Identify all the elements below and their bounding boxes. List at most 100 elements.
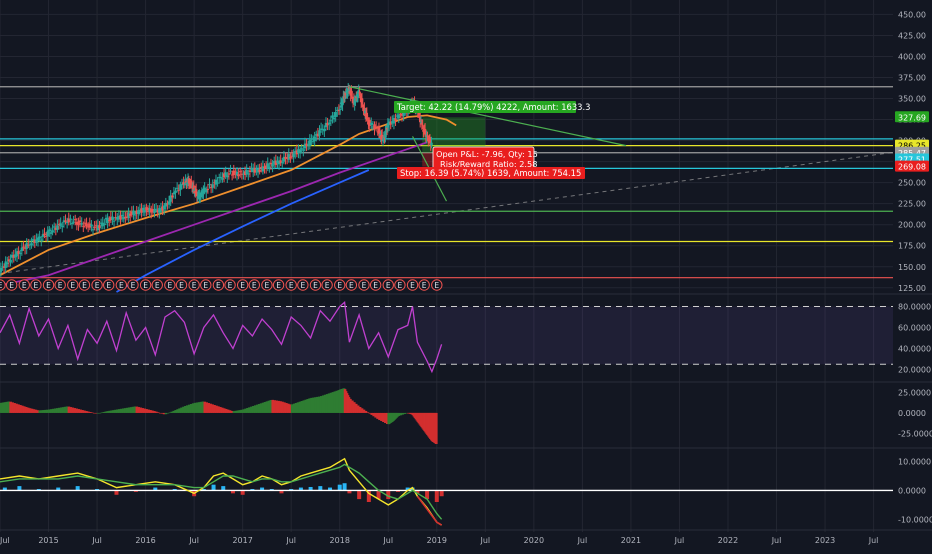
earnings-marker[interactable]: E (369, 279, 382, 291)
time-axis[interactable]: Jul 2015 Jul 2016 Jul 2017 Jul 2018 Jul 2019 Jul 20… (0, 536, 878, 545)
rsi-panel[interactable]: 80.0000 60.0000 40.0000 20.0000 (0, 301, 931, 375)
earnings-marker[interactable]: E (67, 279, 79, 291)
earnings-marker[interactable]: E (30, 279, 42, 291)
earnings-marker-label: E (179, 281, 184, 290)
earnings-marker[interactable]: E (394, 279, 406, 291)
earnings-marker[interactable]: E (42, 279, 55, 291)
histogram-bar (275, 400, 278, 413)
earnings-marker[interactable]: E (297, 279, 309, 291)
time-tick-label: Jul (91, 536, 102, 545)
earnings-marker[interactable]: E (224, 279, 236, 291)
histogram-bar (158, 412, 162, 414)
histogram-bar (370, 412, 374, 415)
price-panel[interactable]: Target: 42.22 (14.79%) 4222, Amount: 163… (0, 13, 894, 293)
macd-histogram-bar (328, 487, 333, 491)
earnings-marker[interactable]: E (236, 279, 249, 291)
target-annotation[interactable]: Target: 42.22 (14.79%) 4222, Amount: 163… (394, 101, 591, 113)
time-tick-label: 2015 (38, 536, 58, 545)
earnings-marker[interactable]: E (175, 279, 188, 291)
earnings-marker[interactable]: E (358, 279, 370, 291)
earnings-marker[interactable]: E (164, 279, 176, 291)
histogram-bar (71, 407, 75, 413)
histogram-bar (246, 407, 249, 413)
candle-body (386, 122, 390, 128)
earnings-marker-label: E (349, 281, 354, 290)
price-axis[interactable]: 450.00425.00400.00375.00350.00325.00300.… (895, 10, 929, 293)
earnings-marker-label: E (0, 281, 3, 290)
earnings-marker[interactable]: E (103, 279, 115, 291)
candle-body (25, 242, 28, 250)
histogram-bar (98, 412, 102, 414)
histogram-bar (248, 407, 251, 413)
candle-body (261, 166, 265, 172)
candle-body (423, 128, 427, 134)
price-label[interactable]: 269.08 (895, 160, 929, 172)
price-tick-label: 450.00 (898, 10, 926, 19)
histogram-tick-label: -25.0000 (898, 430, 932, 439)
earnings-marker-label: E (325, 281, 330, 290)
earnings-marker-circle (334, 279, 346, 291)
rsi-line[interactable] (0, 301, 443, 374)
price-tick-label: 225.00 (898, 200, 926, 209)
candle-body (384, 130, 387, 138)
candle-body (171, 195, 174, 198)
earnings-marker[interactable]: E (261, 279, 273, 291)
earnings-marker[interactable]: E (309, 279, 322, 291)
histogram-bar (263, 402, 267, 413)
earnings-marker[interactable]: E (188, 279, 200, 291)
macd-histogram-bar (56, 487, 61, 491)
earnings-marker[interactable]: E (334, 279, 346, 291)
earnings-marker[interactable]: E (212, 279, 225, 291)
dashed-trend-line[interactable] (0, 151, 894, 274)
histogram-bar (168, 412, 172, 414)
earnings-marker[interactable]: E (0, 279, 6, 291)
earnings-marker[interactable]: E (285, 279, 297, 291)
macd-line[interactable] (0, 457, 442, 526)
histogram-bar (180, 407, 183, 413)
histogram-panel[interactable]: 25.0000 0.0000 -25.0000 (0, 388, 932, 445)
price-label-text: 327.69 (898, 113, 926, 122)
price-label[interactable]: 327.69 (895, 111, 929, 123)
earnings-marker[interactable]: E (5, 279, 18, 291)
trend-line[interactable] (349, 86, 627, 147)
histogram-bar (397, 412, 401, 416)
moving-average-line[interactable] (0, 141, 428, 287)
earnings-marker[interactable]: E (78, 279, 91, 291)
earnings-marker[interactable]: E (127, 279, 139, 291)
earnings-marker[interactable]: E (115, 279, 128, 291)
position-annotations[interactable]: Target: 42.22 (14.79%) 4222, Amount: 163… (394, 101, 591, 179)
earnings-marker[interactable]: E (406, 279, 419, 291)
earnings-marker[interactable]: E (139, 279, 152, 291)
earnings-marker[interactable]: E (151, 279, 163, 291)
earnings-marker[interactable]: E (54, 279, 66, 291)
earnings-marker[interactable]: E (418, 279, 430, 291)
earnings-marker[interactable]: E (18, 279, 30, 291)
signal-line[interactable] (0, 463, 443, 520)
earnings-markers[interactable]: EEEEEEEEEEEEEEEEEEEEEEEEEEEEEEEEEEEEE (0, 279, 443, 291)
histogram-bar (195, 402, 199, 413)
candle-body (258, 169, 261, 172)
moving-average-line[interactable] (0, 114, 457, 276)
earnings-marker-label: E (155, 281, 160, 290)
histogram-bar (189, 404, 193, 413)
earnings-marker[interactable]: E (431, 279, 443, 291)
macd-panel[interactable]: 10.0000 0.0000 -10.0000 (0, 458, 932, 526)
stop-annotation[interactable]: Stop: 16.39 (5.74%) 1639, Amount: 754.15 (397, 167, 585, 179)
earnings-marker[interactable]: E (248, 279, 261, 291)
earnings-marker-label: E (240, 281, 245, 290)
earnings-marker[interactable]: E (91, 279, 103, 291)
earnings-marker[interactable]: E (345, 279, 358, 291)
candle-body (381, 139, 385, 141)
macd-tick-label: 0.0000 (898, 486, 926, 495)
histogram-bar (85, 411, 88, 413)
moving-average-line[interactable] (116, 169, 370, 293)
candle-body (95, 225, 98, 227)
candle-body (206, 188, 210, 190)
earnings-marker[interactable]: E (200, 279, 212, 291)
histogram-bar (28, 408, 32, 413)
earnings-marker[interactable]: E (382, 279, 394, 291)
earnings-marker[interactable]: E (321, 279, 333, 291)
earnings-marker[interactable]: E (272, 279, 285, 291)
